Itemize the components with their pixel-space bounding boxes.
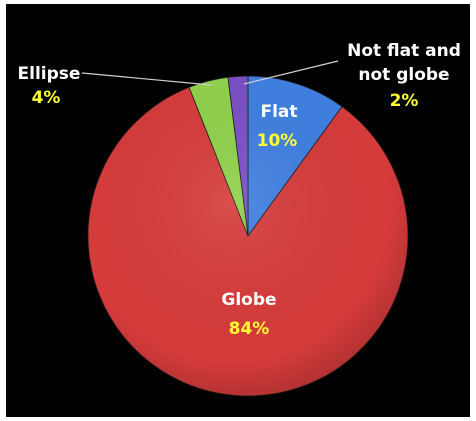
labels-layer: Flat 10% Globe 84% Ellipse 4% Not flat and not … bbox=[18, 41, 461, 339]
leader-line-not-flat-and-not-globe bbox=[243, 60, 339, 85]
pie-chart: Flat 10% Globe 84% Ellipse 4% Not flat and not … bbox=[6, 4, 470, 417]
slices-layer bbox=[87, 75, 409, 397]
slice-value-flat: 10% bbox=[257, 131, 298, 151]
slice-value-not-flat-and-not-globe: 2% bbox=[390, 91, 419, 111]
chart-frame: Flat 10% Globe 84% Ellipse 4% Not flat and not … bbox=[6, 4, 470, 417]
slice-label-flat: Flat bbox=[260, 102, 297, 122]
slice-value-globe: 84% bbox=[229, 319, 270, 339]
leader-line-ellipse bbox=[81, 72, 212, 86]
slice-label-ellipse: Ellipse bbox=[18, 64, 81, 84]
slice-value-ellipse: 4% bbox=[32, 88, 61, 108]
leaders-layer bbox=[81, 60, 339, 86]
slice-label-not-flat-and-not-globe: Not flat and not globe bbox=[347, 41, 461, 85]
slice-label-globe: Globe bbox=[221, 290, 276, 310]
